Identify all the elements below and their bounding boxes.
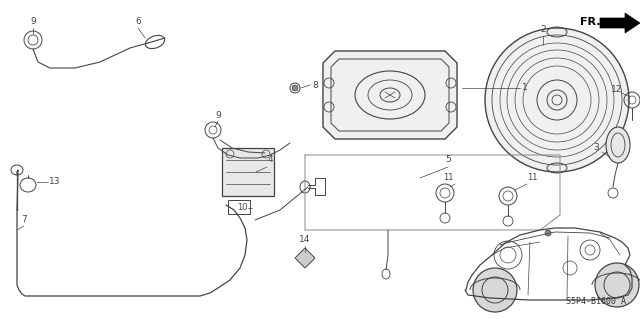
Polygon shape <box>323 51 457 139</box>
Text: 13: 13 <box>49 177 61 187</box>
Ellipse shape <box>485 28 629 172</box>
Text: 5: 5 <box>445 155 451 165</box>
Ellipse shape <box>292 85 298 91</box>
Text: 11: 11 <box>527 173 537 182</box>
Text: 4: 4 <box>267 155 273 165</box>
Text: 10: 10 <box>237 204 247 212</box>
Text: FR.: FR. <box>580 17 600 27</box>
Text: 1: 1 <box>522 84 528 93</box>
Text: S5P4-B1600 A: S5P4-B1600 A <box>566 298 626 307</box>
Polygon shape <box>295 248 315 268</box>
Text: 14: 14 <box>300 235 310 244</box>
Ellipse shape <box>606 127 630 163</box>
Text: 3: 3 <box>593 144 599 152</box>
Ellipse shape <box>473 268 517 312</box>
Text: 8: 8 <box>312 80 318 90</box>
Text: 11: 11 <box>443 173 453 182</box>
Polygon shape <box>600 13 640 33</box>
Bar <box>222 148 274 196</box>
Text: 2: 2 <box>540 26 546 34</box>
Ellipse shape <box>595 263 639 307</box>
Text: 9: 9 <box>30 18 36 26</box>
Text: 12: 12 <box>611 85 623 94</box>
Ellipse shape <box>545 230 551 236</box>
Text: 7: 7 <box>21 216 27 225</box>
Text: 9: 9 <box>215 110 221 120</box>
Bar <box>228 200 250 214</box>
Text: 6: 6 <box>135 18 141 26</box>
